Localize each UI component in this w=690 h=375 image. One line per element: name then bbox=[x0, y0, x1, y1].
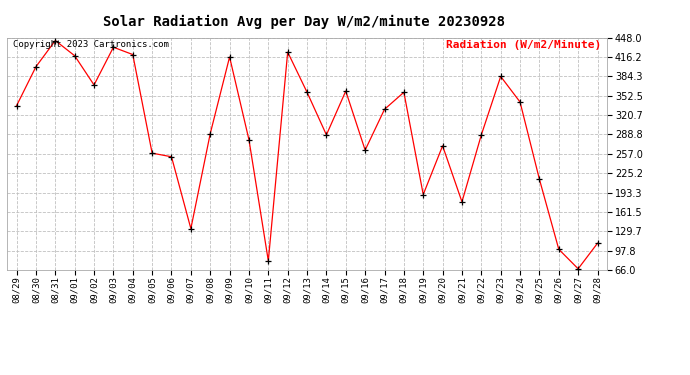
Text: Copyright 2023 Cartronics.com: Copyright 2023 Cartronics.com bbox=[13, 40, 169, 49]
Text: Radiation (W/m2/Minute): Radiation (W/m2/Minute) bbox=[446, 40, 601, 50]
Text: Solar Radiation Avg per Day W/m2/minute 20230928: Solar Radiation Avg per Day W/m2/minute … bbox=[103, 15, 504, 29]
